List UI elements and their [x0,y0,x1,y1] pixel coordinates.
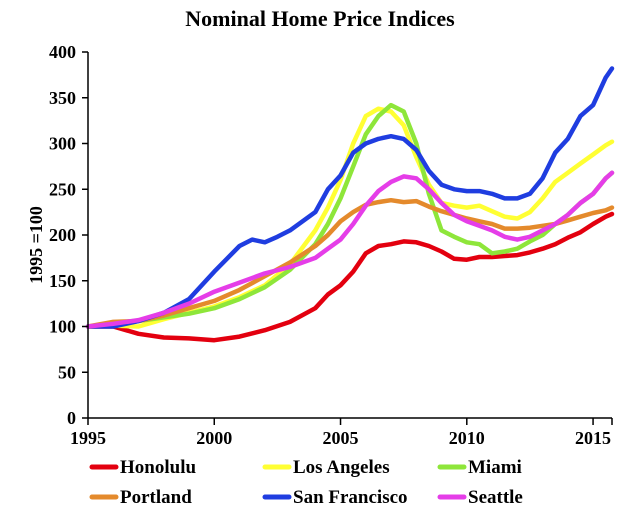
y-tick-label: 300 [49,134,76,154]
x-tick-label: 2005 [323,428,359,448]
legend-label-1: Los Angeles [293,457,390,478]
series-line-3 [85,197,615,329]
chart-title: Nominal Home Price Indices [185,6,455,31]
y-tick-label: 50 [58,362,76,382]
x-tick-label: 1995 [70,428,106,448]
y-tick-label: 200 [49,225,76,245]
axis-layer: 0 50 100 150 200 250 300 350 400 1995 2000 2005 2010… [49,42,613,448]
y-tick-label: 350 [49,88,76,108]
x-tick-label: 2015 [575,428,611,448]
y-axis-label: 1995 =100 [26,206,46,284]
series-line-4 [85,66,615,329]
y-tick-label: 250 [49,179,76,199]
y-tick-label: 0 [67,408,76,428]
legend-label-3: Portland [120,487,192,508]
legend-label-5: Seattle [468,487,523,508]
series-layer [85,66,615,343]
legend-label-4: San Francisco [293,487,408,508]
y-tick-label: 150 [49,271,76,291]
legend-label-0: Honolulu [120,457,196,478]
y-tick-label: 400 [49,42,76,62]
series-line-5 [85,170,615,329]
x-tick-label: 2000 [196,428,232,448]
x-tick-label: 2010 [449,428,485,448]
series-line-0 [85,211,615,343]
legend-label-2: Miami [468,457,522,478]
legend: Honolulu Los Angeles Miami Portland San Fran… [89,457,523,508]
y-tick-label: 100 [49,317,76,337]
series-line-1 [85,106,615,329]
